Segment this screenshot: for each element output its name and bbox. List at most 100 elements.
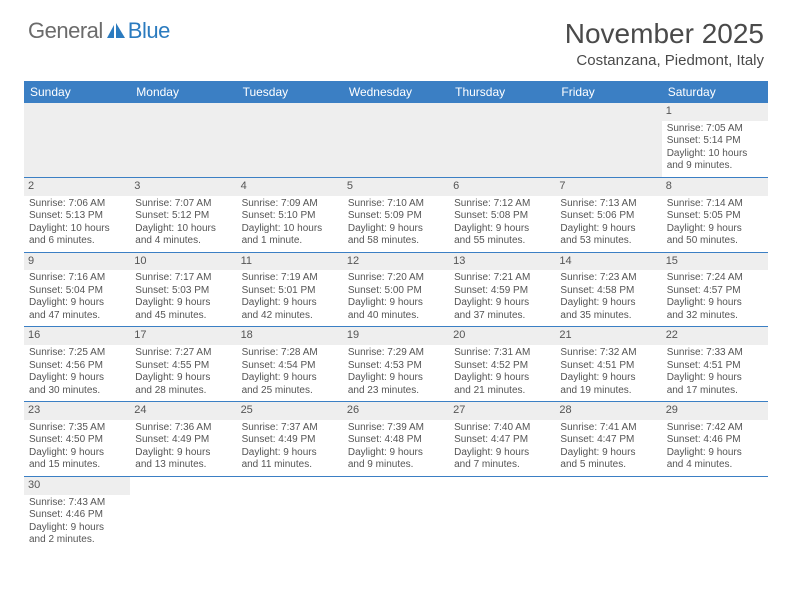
calendar-cell — [343, 477, 449, 551]
cell-line-sunrise: Sunrise: 7:39 AM — [348, 422, 444, 435]
calendar-cell — [130, 103, 236, 177]
cell-line-dl1: Daylight: 9 hours — [667, 297, 763, 310]
logo-text-general: General — [28, 18, 103, 44]
cell-line-sunrise: Sunrise: 7:05 AM — [667, 123, 763, 136]
cell-line-sunrise: Sunrise: 7:19 AM — [242, 272, 338, 285]
cell-line-sunrise: Sunrise: 7:13 AM — [560, 198, 656, 211]
cell-line-sunset: Sunset: 4:49 PM — [242, 434, 338, 447]
cell-line-sunset: Sunset: 4:51 PM — [560, 360, 656, 373]
cell-line-dl1: Daylight: 9 hours — [454, 372, 550, 385]
cell-line-dl2: and 21 minutes. — [454, 385, 550, 398]
cell-line-dl1: Daylight: 9 hours — [667, 223, 763, 236]
cell-line-sunset: Sunset: 4:47 PM — [454, 434, 550, 447]
cell-line-sunrise: Sunrise: 7:21 AM — [454, 272, 550, 285]
calendar-cell: 11Sunrise: 7:19 AMSunset: 5:01 PMDayligh… — [237, 253, 343, 327]
day-number: 24 — [130, 402, 236, 420]
cell-line-sunset: Sunset: 4:56 PM — [29, 360, 125, 373]
cell-line-dl1: Daylight: 9 hours — [29, 372, 125, 385]
calendar-cell: 18Sunrise: 7:28 AMSunset: 4:54 PMDayligh… — [237, 327, 343, 401]
cell-line-sunrise: Sunrise: 7:23 AM — [560, 272, 656, 285]
cell-line-dl1: Daylight: 9 hours — [135, 372, 231, 385]
calendar-cell — [237, 477, 343, 551]
cell-line-sunrise: Sunrise: 7:35 AM — [29, 422, 125, 435]
cell-line-dl1: Daylight: 9 hours — [348, 372, 444, 385]
day-number: 10 — [130, 253, 236, 271]
cell-line-sunset: Sunset: 4:47 PM — [560, 434, 656, 447]
calendar-cell — [24, 103, 130, 177]
day-number: 2 — [24, 178, 130, 196]
calendar-cell: 19Sunrise: 7:29 AMSunset: 4:53 PMDayligh… — [343, 327, 449, 401]
cell-line-sunrise: Sunrise: 7:42 AM — [667, 422, 763, 435]
calendar-cell: 16 Sunrise: 7:25 AMSunset: 4:56 PMDayligh… — [24, 327, 130, 401]
cell-line-dl1: Daylight: 9 hours — [454, 297, 550, 310]
day-number: 11 — [237, 253, 343, 271]
cell-line-dl1: Daylight: 10 hours — [29, 223, 125, 236]
cell-line-sunset: Sunset: 5:12 PM — [135, 210, 231, 223]
calendar-cell: 13Sunrise: 7:21 AMSunset: 4:59 PMDayligh… — [449, 253, 555, 327]
day-number: 26 — [343, 402, 449, 420]
cell-line-dl2: and 55 minutes. — [454, 235, 550, 248]
day-number: 16 — [24, 327, 130, 345]
calendar-cell: 23Sunrise: 7:35 AMSunset: 4:50 PMDayligh… — [24, 402, 130, 476]
cell-line-sunrise: Sunrise: 7:27 AM — [135, 347, 231, 360]
day-number: 28 — [555, 402, 661, 420]
cell-line-sunrise: Sunrise: 7:14 AM — [667, 198, 763, 211]
calendar-cell — [555, 477, 661, 551]
cell-line-sunset: Sunset: 4:58 PM — [560, 285, 656, 298]
calendar-cell — [449, 477, 555, 551]
cell-line-sunset: Sunset: 5:14 PM — [667, 135, 763, 148]
day-number: 13 — [449, 253, 555, 271]
cell-line-sunset: Sunset: 5:05 PM — [667, 210, 763, 223]
cell-line-dl2: and 23 minutes. — [348, 385, 444, 398]
cell-line-sunset: Sunset: 4:50 PM — [29, 434, 125, 447]
cell-line-sunrise: Sunrise: 7:37 AM — [242, 422, 338, 435]
cell-line-sunrise: Sunrise: 7:36 AM — [135, 422, 231, 435]
cell-line-sunset: Sunset: 4:51 PM — [667, 360, 763, 373]
logo: General Blue — [28, 18, 170, 44]
cell-line-sunset: Sunset: 4:52 PM — [454, 360, 550, 373]
calendar-cell: 10Sunrise: 7:17 AMSunset: 5:03 PMDayligh… — [130, 253, 236, 327]
calendar-cell — [555, 103, 661, 177]
cell-line-sunrise: Sunrise: 7:43 AM — [29, 497, 125, 510]
cell-line-dl1: Daylight: 9 hours — [135, 297, 231, 310]
cell-line-dl1: Daylight: 10 hours — [242, 223, 338, 236]
cell-line-sunrise: Sunrise: 7:12 AM — [454, 198, 550, 211]
cell-line-dl2: and 40 minutes. — [348, 310, 444, 323]
cell-line-sunset: Sunset: 5:09 PM — [348, 210, 444, 223]
day-of-week-label: Sunday — [24, 81, 130, 103]
cell-line-sunset: Sunset: 4:46 PM — [667, 434, 763, 447]
day-number: 4 — [237, 178, 343, 196]
cell-line-dl1: Daylight: 9 hours — [29, 522, 125, 535]
cell-line-dl1: Daylight: 9 hours — [667, 372, 763, 385]
cell-line-dl2: and 9 minutes. — [348, 459, 444, 472]
day-number: 18 — [237, 327, 343, 345]
cell-line-sunrise: Sunrise: 7:28 AM — [242, 347, 338, 360]
week-row: 9Sunrise: 7:16 AMSunset: 5:04 PMDaylight… — [24, 253, 768, 328]
cell-line-dl2: and 50 minutes. — [667, 235, 763, 248]
cell-line-dl2: and 53 minutes. — [560, 235, 656, 248]
cell-line-dl1: Daylight: 9 hours — [242, 297, 338, 310]
day-number: 9 — [24, 253, 130, 271]
calendar-cell: 15Sunrise: 7:24 AMSunset: 4:57 PMDayligh… — [662, 253, 768, 327]
cell-line-dl2: and 13 minutes. — [135, 459, 231, 472]
cell-line-sunrise: Sunrise: 7:20 AM — [348, 272, 444, 285]
title-block: November 2025 Costanzana, Piedmont, Ital… — [565, 18, 764, 69]
calendar-cell: 20Sunrise: 7:31 AMSunset: 4:52 PMDayligh… — [449, 327, 555, 401]
cell-line-dl2: and 47 minutes. — [29, 310, 125, 323]
cell-line-sunrise: Sunrise: 7:25 AM — [29, 347, 125, 360]
calendar-cell: 27Sunrise: 7:40 AMSunset: 4:47 PMDayligh… — [449, 402, 555, 476]
cell-line-dl1: Daylight: 9 hours — [560, 297, 656, 310]
cell-line-dl1: Daylight: 9 hours — [348, 223, 444, 236]
cell-line-sunrise: Sunrise: 7:40 AM — [454, 422, 550, 435]
day-number: 29 — [662, 402, 768, 420]
calendar-grid: SundayMondayTuesdayWednesdayThursdayFrid… — [24, 81, 768, 551]
day-of-week-label: Friday — [555, 81, 661, 103]
cell-line-dl2: and 32 minutes. — [667, 310, 763, 323]
cell-line-dl2: and 45 minutes. — [135, 310, 231, 323]
day-number: 27 — [449, 402, 555, 420]
cell-line-sunrise: Sunrise: 7:06 AM — [29, 198, 125, 211]
cell-line-sunrise: Sunrise: 7:31 AM — [454, 347, 550, 360]
cell-line-sunset: Sunset: 4:54 PM — [242, 360, 338, 373]
calendar-cell: 22Sunrise: 7:33 AMSunset: 4:51 PMDayligh… — [662, 327, 768, 401]
cell-line-sunrise: Sunrise: 7:41 AM — [560, 422, 656, 435]
